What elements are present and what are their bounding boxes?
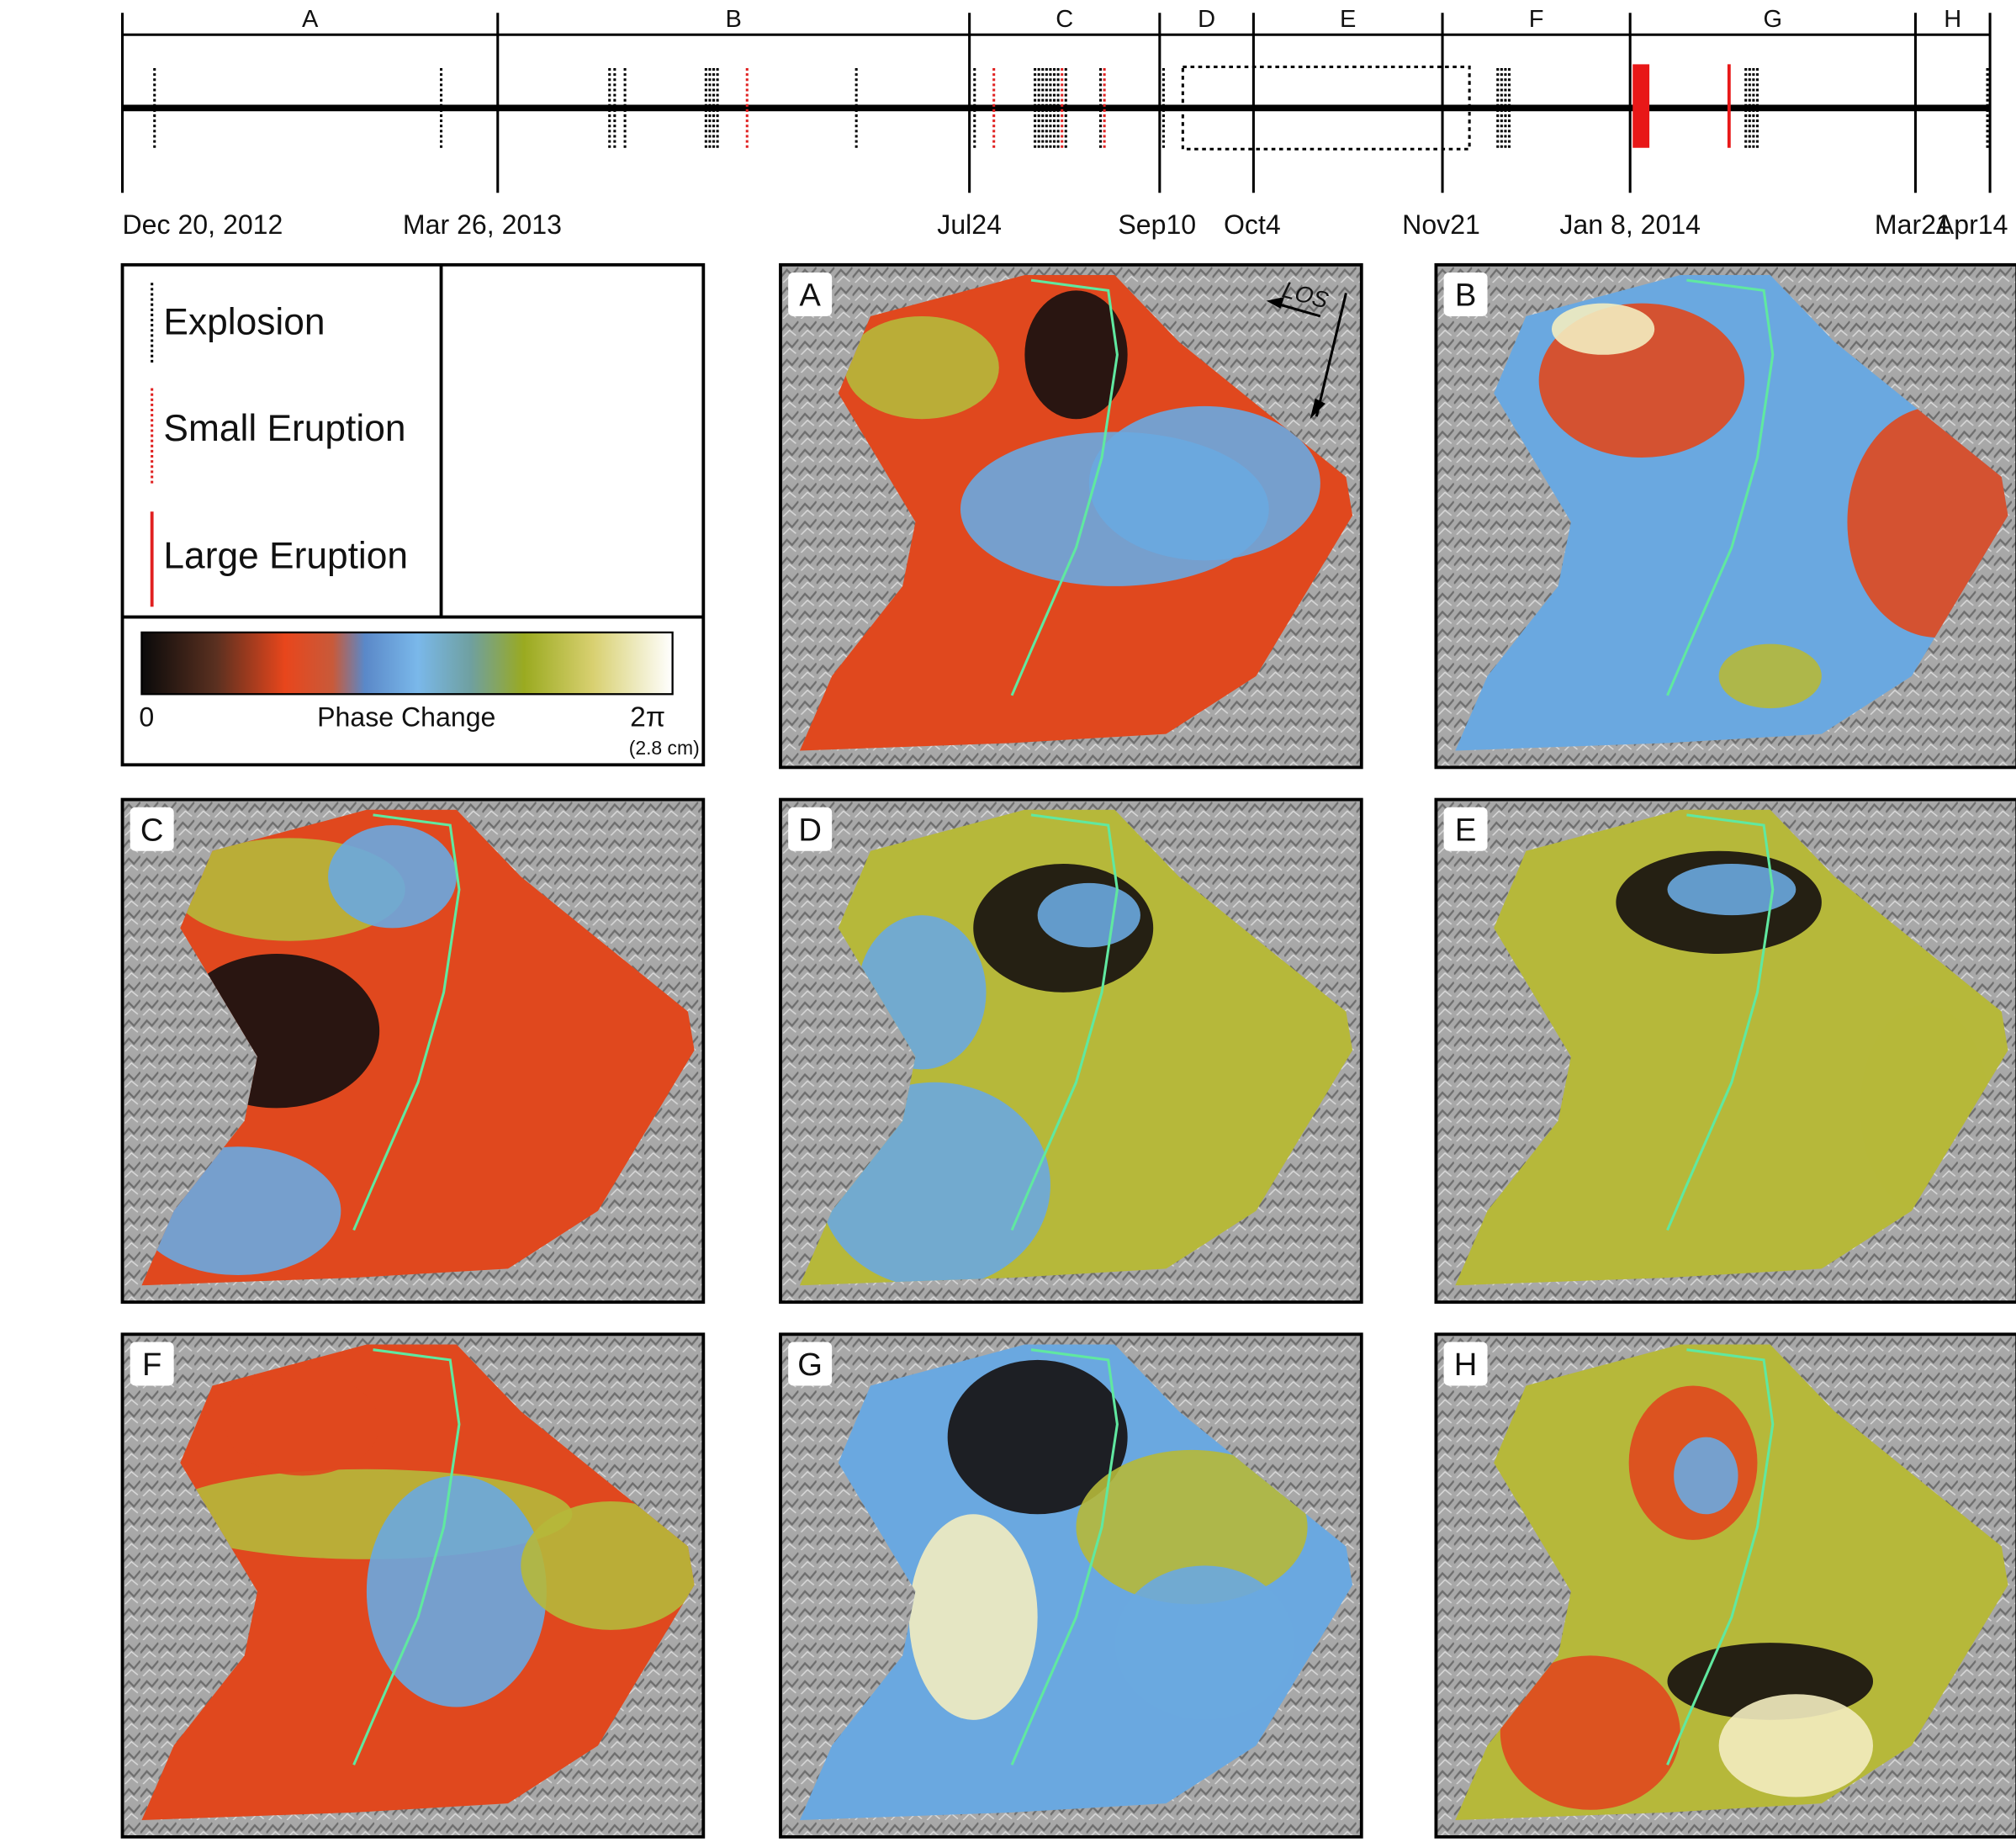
phase-patch <box>1076 1449 1308 1605</box>
panel-border <box>120 797 706 1305</box>
date-label: Dec 20, 2012 <box>123 209 283 240</box>
phase-patches <box>161 1373 695 1707</box>
panel-label-box <box>1443 1342 1488 1386</box>
date-label: Jul24 <box>937 209 1002 240</box>
arrow-head <box>1310 398 1325 420</box>
phase-patch <box>1551 303 1655 355</box>
los-arrow <box>1315 293 1347 417</box>
period-label: F <box>1529 6 1544 33</box>
panel-label: B <box>1455 278 1476 314</box>
interferogram-panel: G <box>779 1332 1363 1839</box>
date-label: Apr14 <box>1936 209 2008 240</box>
phase-patch <box>908 1514 1038 1720</box>
colorbar <box>140 631 674 696</box>
date-label: Jan 8, 2014 <box>1559 209 1701 240</box>
phase-patch <box>1667 863 1796 916</box>
period-label: H <box>1944 6 1961 33</box>
trail-line <box>1666 813 1775 1231</box>
date-label: Mar 26, 2013 <box>403 209 562 240</box>
legend-label: Small Eruption <box>163 408 405 449</box>
phase-patch <box>366 1475 547 1707</box>
panel-border <box>1434 1332 2016 1839</box>
period-label: C <box>1056 6 1073 33</box>
phase-patch <box>521 1501 695 1630</box>
colorbar-unit: (2.8 cm) <box>629 737 700 759</box>
panel-label-box <box>1443 272 1488 316</box>
panel-label: D <box>798 812 822 848</box>
interferogram-panel: A LOS <box>779 262 1363 770</box>
trail-line <box>352 813 461 1231</box>
phase-patch <box>1500 1655 1680 1810</box>
legend-label: Large Eruption <box>163 535 408 576</box>
phase-patches <box>908 1359 1308 1720</box>
panel-label-box <box>130 807 174 851</box>
panel-label: G <box>797 1347 823 1383</box>
phase-patch <box>225 1373 380 1476</box>
interferogram-panel: B <box>1434 262 2016 770</box>
panel-label: C <box>140 812 164 848</box>
phase-patch <box>1674 1437 1738 1515</box>
panel-border <box>779 1332 1363 1839</box>
phase-patch <box>1037 882 1140 948</box>
date-label: Nov21 <box>1402 209 1480 240</box>
panel-label: E <box>1455 812 1476 848</box>
panel-border <box>779 797 1363 1305</box>
panel-border <box>779 262 1363 770</box>
legend-box <box>120 262 706 767</box>
panel-border <box>1434 797 2016 1305</box>
arrow-head <box>1266 297 1285 309</box>
panel-label: F <box>142 1347 161 1383</box>
phase-patch <box>1718 1694 1874 1797</box>
date-label: Mar21 <box>1875 209 1951 240</box>
phase-patch <box>1114 1565 1295 1720</box>
period-label: A <box>302 6 319 33</box>
interferogram-panel: F <box>120 1332 706 1839</box>
phase-patch <box>1718 643 1822 709</box>
phase-patch <box>1024 290 1128 420</box>
phase-patch <box>1088 405 1320 561</box>
colorbar-min: 0 <box>139 701 154 732</box>
interferogram-panel: C <box>120 797 706 1305</box>
deformation-field <box>1455 809 2008 1286</box>
panel-label: H <box>1454 1347 1478 1383</box>
panel-label-box <box>788 272 833 316</box>
panel-label-box <box>788 1342 833 1386</box>
panel-label-box <box>788 807 833 851</box>
period-label: B <box>726 6 742 33</box>
heading-arrow <box>1274 302 1321 318</box>
period-label: D <box>1198 6 1215 33</box>
panel-label-box <box>130 1342 174 1386</box>
date-label: Sep10 <box>1118 209 1196 240</box>
trail-line <box>1666 278 1775 696</box>
panel-label: A <box>799 278 821 314</box>
phase-patch <box>947 1359 1128 1515</box>
panel-border <box>1434 262 2016 770</box>
legend-label: Explosion <box>163 301 325 342</box>
panel-label-box <box>1443 807 1488 851</box>
trail-line <box>352 1348 461 1765</box>
panel-border <box>120 1332 706 1839</box>
colorbar-max: 2π <box>630 701 665 733</box>
trail-line <box>1666 1348 1775 1765</box>
large-eruption <box>1632 64 1650 148</box>
period-label: E <box>1340 6 1356 33</box>
date-label: Oct4 <box>1224 209 1281 240</box>
period-label: G <box>1764 6 1783 33</box>
interferogram-panel: H <box>1434 1332 2016 1839</box>
interferogram-panel: E <box>1434 797 2016 1305</box>
interferogram-panel: D <box>779 797 1363 1305</box>
phase-patch <box>844 315 999 420</box>
phase-patches <box>1500 1385 1874 1810</box>
phase-patches <box>844 290 1320 586</box>
trail-line <box>1010 813 1119 1231</box>
trail-line <box>1010 278 1119 696</box>
colorbar-title: Phase Change <box>317 701 495 732</box>
trail-line <box>1010 1348 1119 1765</box>
data-gap-box <box>1181 65 1471 151</box>
phase-patch <box>328 825 457 929</box>
